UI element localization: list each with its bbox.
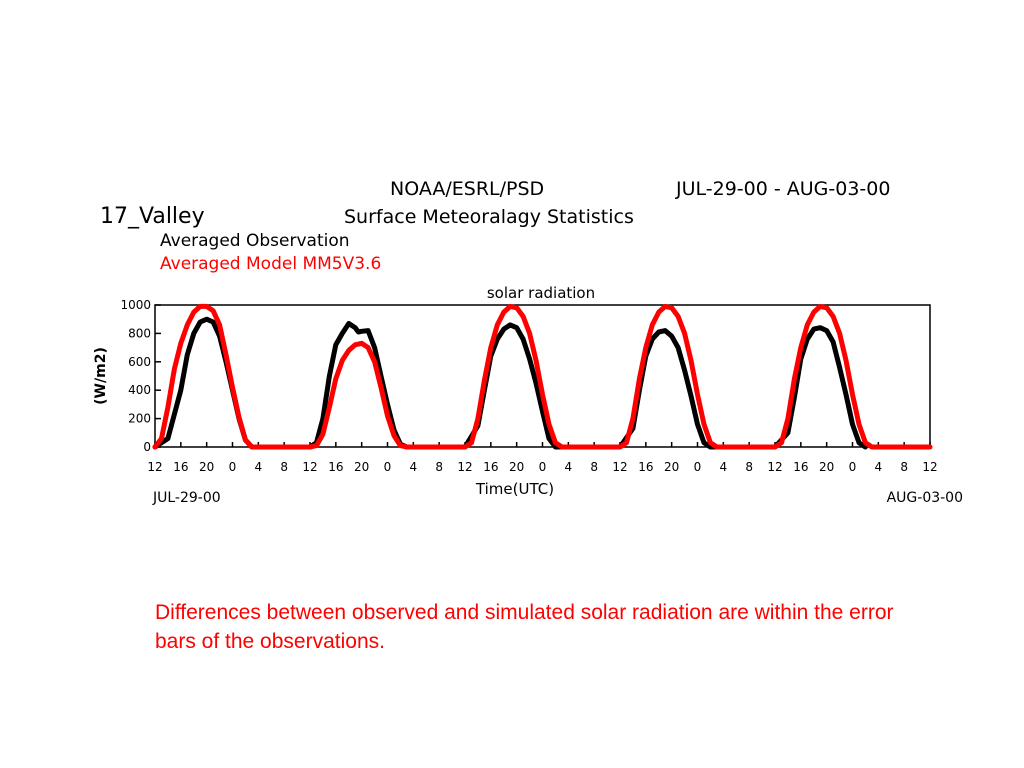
x-tick-label: 16	[328, 460, 343, 474]
y-tick-label: 200	[128, 412, 151, 426]
chart-subtitle: Surface Meteoralagy Statistics	[344, 206, 634, 228]
y-tick-label: 400	[128, 383, 151, 397]
x-tick-label: 16	[483, 460, 498, 474]
x-start-date: JUL-29-00	[152, 490, 221, 506]
x-tick-label: 8	[590, 460, 598, 474]
x-tick-label: 16	[638, 460, 653, 474]
x-tick-label: 8	[435, 460, 443, 474]
x-tick-label: 4	[410, 460, 418, 474]
plot-frame	[154, 304, 931, 448]
x-tick-label: 20	[199, 460, 214, 474]
chart-title: solar radiation	[487, 284, 595, 302]
x-tick-label: 0	[694, 460, 702, 474]
series-line-observation	[152, 316, 868, 450]
x-end-date: AUG-03-00	[887, 490, 963, 506]
x-tick-label: 20	[664, 460, 679, 474]
x-tick-label: 12	[612, 460, 627, 474]
agency-label: NOAA/ESRL/PSD	[390, 178, 545, 200]
x-tick-label: 20	[509, 460, 524, 474]
x-tick-label: 12	[457, 460, 472, 474]
x-tick-label: 8	[745, 460, 753, 474]
x-tick-label: 20	[354, 460, 369, 474]
x-tick-label: 0	[384, 460, 392, 474]
x-tick-label: 12	[302, 460, 317, 474]
y-tick-label: 800	[128, 326, 151, 340]
caption-text: Differences between observed and simulat…	[155, 601, 894, 653]
series-line-model	[152, 303, 933, 450]
station-name: 17_Valley	[100, 204, 205, 229]
x-tick-label: 0	[849, 460, 857, 474]
x-tick-label: 4	[875, 460, 883, 474]
y-tick-label: 1000	[120, 298, 151, 312]
x-tick-label: 0	[539, 460, 547, 474]
x-tick-label: 0	[229, 460, 237, 474]
legend-model: Averaged Model MM5V3.6	[160, 254, 382, 274]
date-range-label: JUL-29-00 - AUG-03-00	[676, 178, 891, 200]
y-tick-label: 600	[128, 355, 151, 369]
x-tick-label: 4	[565, 460, 573, 474]
legend-observation: Averaged Observation	[160, 231, 350, 251]
x-tick-label: 12	[922, 460, 937, 474]
x-axis: 12 16 20 0 4 8 12 16 20 0 4 8 12 16 20 0 4 8 12 16 20 0 4 8 12 16…	[147, 442, 938, 474]
x-tick-label: 12	[767, 460, 782, 474]
x-tick-label: 4	[255, 460, 263, 474]
y-axis-label: (W/m2)	[93, 347, 109, 405]
x-tick-label: 8	[900, 460, 908, 474]
x-tick-label: 4	[720, 460, 728, 474]
x-axis-label: Time(UTC)	[475, 480, 554, 498]
y-tick-label: 0	[143, 440, 151, 454]
x-tick-label: 16	[173, 460, 188, 474]
x-tick-label: 20	[819, 460, 834, 474]
series-layer	[152, 303, 933, 450]
y-axis: 0 200 400 600 800 1000	[120, 298, 161, 454]
x-tick-label: 12	[147, 460, 162, 474]
x-tick-label: 16	[793, 460, 808, 474]
x-tick-label: 8	[280, 460, 288, 474]
